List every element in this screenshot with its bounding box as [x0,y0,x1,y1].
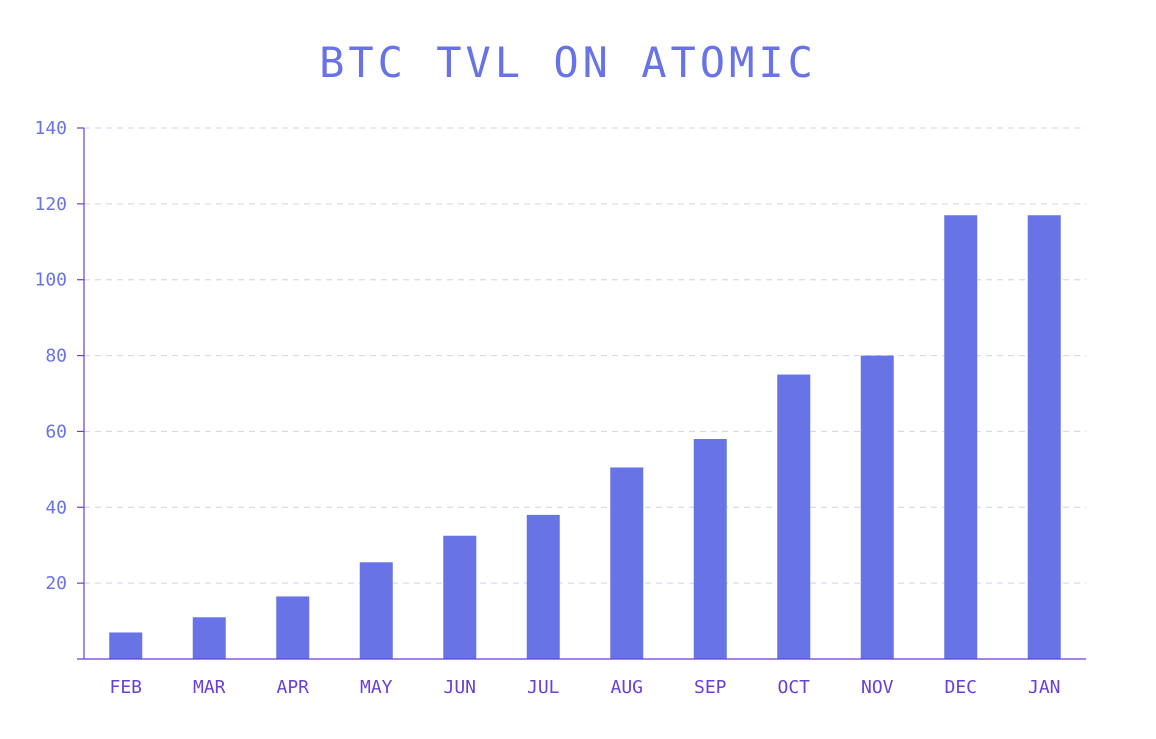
y-tick-label: 40 [45,497,67,518]
x-tick-label: FEB [109,677,142,698]
y-tick-label: 100 [34,270,67,291]
x-tick-label: JUN [443,677,476,698]
bar-mar [192,617,226,659]
bar-feb [109,632,143,659]
bar-nov [860,355,894,659]
x-tick-label: JAN [1028,677,1061,698]
x-tick-label: OCT [777,677,810,698]
x-tick-label: MAY [360,677,393,698]
y-tick-label: 120 [34,194,67,215]
bar-may [359,562,393,659]
axes-layer [77,127,1086,660]
bar-apr [276,596,310,659]
bar-sep [693,439,727,659]
x-tick-label: JUL [527,677,560,698]
x-tick-label: AUG [610,677,643,698]
y-tick-labels: 20 40 60 80 100 120 140 [34,118,67,594]
y-tick-label: 60 [45,421,67,442]
bars-layer [109,215,1061,659]
bar-jan [1027,215,1061,659]
chart-title: BTC TVL ON ATOMIC [319,38,817,87]
x-tick-label: APR [276,677,309,698]
x-tick-labels: FEB MAR APR MAY JUN JUL AUG SEP OCT NOV DEC JAN [109,677,1060,698]
bar-jul [526,514,560,659]
y-tick-label: 140 [34,118,67,139]
x-tick-label: MAR [193,677,226,698]
bar-dec [944,215,978,659]
x-tick-label: SEP [694,677,727,698]
y-tick-label: 20 [45,573,67,594]
x-tick-label: NOV [861,677,894,698]
y-tick-label: 80 [45,346,67,367]
grid-layer [84,127,1086,584]
bar-oct [777,374,811,659]
x-tick-label: DEC [944,677,977,698]
bar-aug [610,467,644,659]
bar-jun [443,535,477,659]
